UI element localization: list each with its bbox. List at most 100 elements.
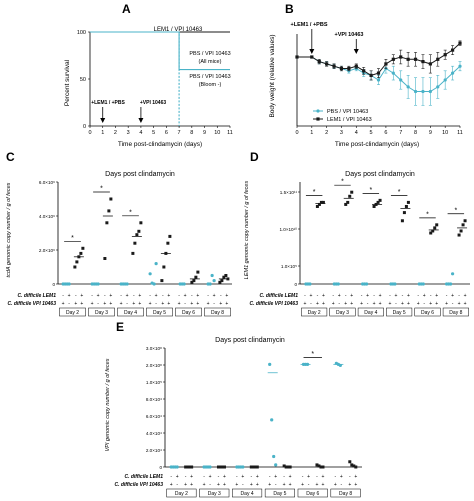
e-day-box [232, 488, 263, 498]
e-day-label: Day 6 [306, 491, 319, 497]
d-point-lem1 [429, 231, 433, 235]
d-sign: + [435, 301, 438, 307]
b-x-tick-label: 4 [355, 130, 358, 136]
c-point-vpi [148, 272, 152, 276]
e-sign: - [203, 474, 205, 480]
c-day-box [117, 307, 144, 317]
d-point-lem1 [378, 198, 382, 202]
e-y-tick-label: 2.0×10⁸ [146, 363, 162, 368]
chart-b: Body weight (relative values) Time post-… [269, 22, 463, 148]
c-point-lem1 [105, 221, 109, 225]
c-point-lem1 [139, 221, 143, 225]
d-sign: - [423, 301, 425, 307]
e-sign: + [340, 474, 343, 480]
d-sig-star: * [454, 207, 457, 214]
e-point-lem1 [352, 464, 356, 468]
c-point-lem1 [218, 280, 222, 284]
c-sign: + [126, 293, 129, 299]
b-x-tick-label: 11 [457, 130, 463, 136]
b-x-tick-label: 0 [295, 130, 298, 136]
a-series-line-1 [90, 31, 230, 71]
d-sign: + [322, 293, 325, 299]
panel-letter-c: C [6, 150, 15, 164]
b-point [354, 64, 358, 68]
b-legend-marker-pbs [316, 109, 320, 113]
c-sign: + [103, 301, 106, 307]
d-day-box [414, 307, 441, 317]
d-sign: + [350, 301, 353, 307]
c-sign: + [91, 301, 94, 307]
e-y-tick-label: 6.0×10⁴ [146, 414, 162, 419]
c-sign: + [167, 301, 170, 307]
b-point [325, 62, 329, 66]
d-sign: - [430, 293, 432, 299]
e-y-tick-label: 0 [159, 465, 162, 470]
c-sign: - [104, 293, 106, 299]
d-point-lem1 [461, 223, 465, 227]
a-x-tick-label: 1 [101, 130, 104, 136]
e-y-tick-label: 1.0×10⁵ [146, 380, 162, 385]
c-point-lem1 [135, 233, 139, 237]
d-day-label: Day 4 [364, 310, 377, 316]
c-point-lem1 [137, 229, 141, 233]
b-point [391, 57, 395, 61]
e-point-lem1 [255, 465, 259, 469]
d-point-lem1 [376, 200, 380, 204]
b-point [317, 60, 321, 64]
c-point-lem1 [107, 209, 111, 213]
b-arrow-label-vpi: +VPI 10463 [335, 32, 364, 38]
c-point-vpi [154, 262, 158, 266]
e-sign: + [190, 482, 193, 488]
e-sign: + [316, 482, 319, 488]
b-xlabel: Time post-clindamycin (days) [335, 141, 419, 148]
d-sig-star: * [426, 211, 429, 218]
a-arrow-label-lem1: +LEM1 / +PBS [91, 100, 125, 106]
a-x-tick-label: 10 [214, 130, 220, 136]
d-sign: + [464, 293, 467, 299]
b-point [458, 41, 462, 45]
e-point-lem1 [186, 465, 190, 469]
d-sig-star: * [369, 187, 372, 194]
b-point [399, 55, 403, 59]
d-day-box [442, 307, 469, 317]
a-ylabel: Percent survival [64, 59, 71, 106]
c-point-lem1 [131, 251, 135, 255]
b-point [347, 66, 351, 71]
d-sign: + [458, 301, 461, 307]
c-sign: + [213, 293, 216, 299]
d-sign: + [429, 301, 432, 307]
c-sign: + [196, 301, 199, 307]
e-sign: + [322, 474, 325, 480]
d-point-lem1 [402, 211, 406, 215]
e-day-box [199, 488, 230, 498]
d-point-vpi [449, 282, 453, 286]
c-sign: - [120, 293, 122, 299]
e-sig-star: * [311, 351, 314, 358]
d-sign: + [366, 293, 369, 299]
e-point-lem1 [218, 465, 222, 469]
d-point-lem1 [459, 229, 463, 233]
e-sign: + [289, 474, 292, 480]
c-sign: + [178, 301, 181, 307]
c-sign: - [97, 301, 99, 307]
c-point-lem1 [73, 265, 77, 269]
d-sign: - [452, 301, 454, 307]
e-sign: + [354, 482, 357, 488]
a-x-tick-label: 8 [190, 130, 193, 136]
c-point-lem1 [160, 279, 164, 283]
d-day-box [386, 307, 413, 317]
e-sign: + [268, 482, 271, 488]
a-arrow-head [138, 118, 144, 123]
c-point-vpi [182, 282, 186, 286]
e-sign: + [256, 474, 259, 480]
e-point-lem1 [288, 465, 292, 469]
c-sign: + [225, 293, 228, 299]
b-x-tick-label: 2 [325, 130, 328, 136]
c-day-box [175, 307, 202, 317]
d-day-box [357, 307, 384, 317]
c-ylabel: tcdA genomic copy number / g of feces [6, 182, 12, 277]
d-sign: - [417, 293, 419, 299]
c-y-tick-label: 4.0×10⁶ [39, 214, 55, 219]
c-sign: + [120, 301, 123, 307]
e-point-lem1 [251, 465, 255, 469]
